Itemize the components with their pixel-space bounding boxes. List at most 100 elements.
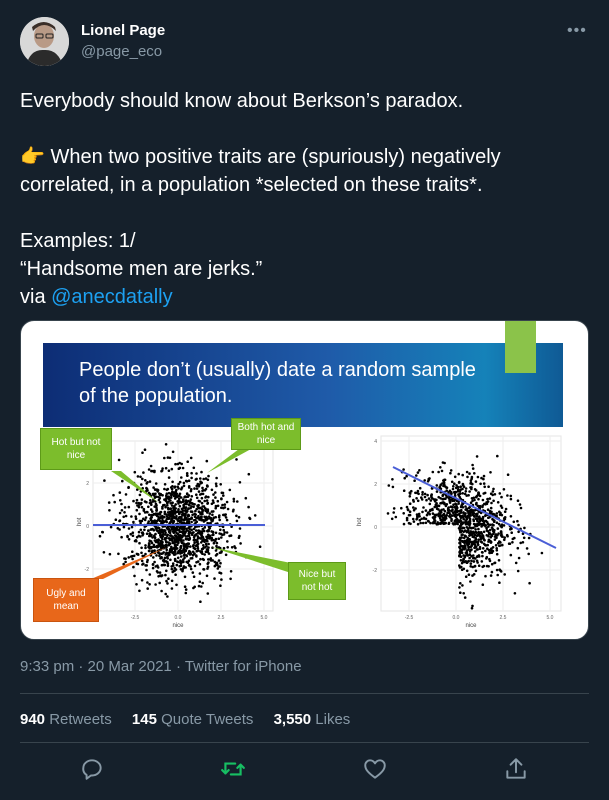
reply-icon[interactable] xyxy=(79,756,105,782)
scatter-point xyxy=(216,499,220,503)
scatter-point xyxy=(456,485,460,489)
scatter-point xyxy=(187,479,191,482)
scatter-point xyxy=(485,534,489,537)
scatter-point xyxy=(204,509,208,512)
scatter-point xyxy=(467,548,470,551)
scatter-point xyxy=(144,564,147,567)
right-ytick: -2 xyxy=(373,568,378,574)
scatter-point xyxy=(486,543,489,547)
scatter-point xyxy=(488,551,492,555)
scatter-point xyxy=(481,565,484,569)
scatter-point xyxy=(414,507,417,510)
retweets-stat[interactable]: 940 Retweets xyxy=(20,711,112,728)
scatter-point xyxy=(209,559,213,562)
scatter-point xyxy=(201,511,204,514)
more-icon[interactable]: ••• xyxy=(567,22,587,39)
left-dot-cloud xyxy=(98,443,262,603)
scatter-point xyxy=(211,499,215,502)
scatter-point xyxy=(122,562,125,566)
scatter-point xyxy=(462,511,465,514)
scatter-point xyxy=(464,529,467,532)
scatter-point xyxy=(163,515,166,519)
like-icon[interactable] xyxy=(362,756,388,782)
scatter-point xyxy=(469,532,473,536)
scatter-point xyxy=(182,498,185,501)
scatter-point xyxy=(489,540,493,544)
scatter-point xyxy=(464,487,468,490)
scatter-point xyxy=(170,493,174,496)
scatter-point xyxy=(482,530,486,534)
scatter-point xyxy=(417,492,420,496)
scatter-point xyxy=(450,519,453,523)
scatter-point xyxy=(471,511,475,515)
likes-stat[interactable]: 3,550 Likes xyxy=(274,711,351,728)
scatter-point xyxy=(177,482,180,486)
scatter-point xyxy=(473,472,476,475)
scatter-point xyxy=(135,501,138,505)
avatar[interactable] xyxy=(20,17,69,66)
retweet-icon[interactable] xyxy=(220,756,246,782)
mention-link[interactable]: @anecdatally xyxy=(51,286,173,308)
scatter-point xyxy=(178,480,182,484)
scatter-point xyxy=(194,529,198,532)
author-handle[interactable]: @page_eco xyxy=(81,43,163,60)
quotes-stat[interactable]: 145 Quote Tweets xyxy=(132,711,253,728)
scatter-point xyxy=(425,498,428,502)
scatter-point xyxy=(475,455,479,458)
scatter-point xyxy=(468,553,472,556)
scatter-point xyxy=(421,521,425,525)
scatter-point xyxy=(185,474,189,477)
scatter-point xyxy=(206,509,210,513)
scatter-point xyxy=(498,492,502,495)
scatter-point xyxy=(166,555,169,559)
scatter-point xyxy=(203,540,206,543)
tweet-meta: 9:33 pm · 20 Mar 2021 · Twitter for iPho… xyxy=(20,658,302,675)
scatter-point xyxy=(101,530,104,534)
scatter-point xyxy=(185,521,189,525)
scatter-point xyxy=(473,550,477,553)
scatter-point xyxy=(424,509,428,512)
scatter-point xyxy=(172,519,176,523)
tweet-time[interactable]: 9:33 pm xyxy=(20,658,75,675)
scatter-point xyxy=(422,516,426,520)
scatter-point xyxy=(420,517,423,521)
scatter-point xyxy=(488,559,492,563)
right-xtick: 0.0 xyxy=(453,615,460,621)
tweet-date[interactable]: 20 Mar 2021 xyxy=(87,658,172,675)
scatter-point xyxy=(416,499,420,503)
scatter-point xyxy=(437,470,440,474)
meta-separator: · xyxy=(74,658,88,675)
scatter-point xyxy=(195,496,199,500)
scatter-point xyxy=(170,467,174,471)
scatter-point xyxy=(485,526,488,530)
scatter-point xyxy=(234,546,237,550)
scatter-point xyxy=(416,522,420,526)
scatter-point xyxy=(154,495,158,498)
scatter-point xyxy=(461,492,464,495)
scatter-point xyxy=(195,554,198,557)
scatter-point xyxy=(196,540,199,543)
scatter-point xyxy=(458,524,462,528)
scatter-point xyxy=(473,488,477,491)
scatter-point xyxy=(205,459,209,463)
scatter-point xyxy=(223,503,227,506)
tweet-client[interactable]: Twitter for iPhone xyxy=(184,658,302,675)
scatter-point xyxy=(182,566,186,569)
scatter-point xyxy=(484,514,487,518)
author-name[interactable]: Lionel Page xyxy=(81,22,166,39)
scatter-point xyxy=(142,471,145,474)
scatter-point xyxy=(465,470,469,474)
scatter-point xyxy=(208,512,212,515)
scatter-point xyxy=(163,456,166,460)
scatter-point xyxy=(387,484,391,487)
scatter-point xyxy=(442,513,445,517)
scatter-point xyxy=(201,492,205,496)
scatter-point xyxy=(435,505,439,508)
scatter-point xyxy=(214,496,217,499)
tweet-media-image[interactable]: People don’t (usually) date a random sam… xyxy=(20,320,589,640)
scatter-point xyxy=(467,545,471,549)
scatter-point xyxy=(151,563,155,566)
scatter-point xyxy=(164,505,167,509)
share-icon[interactable] xyxy=(503,756,529,782)
